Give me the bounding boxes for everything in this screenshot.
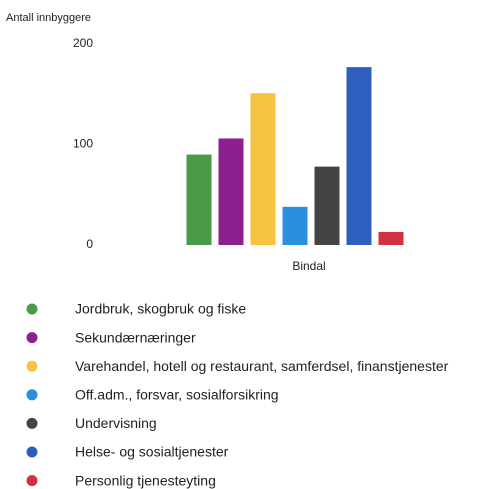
y-tick-label: 200 xyxy=(73,36,93,50)
legend-label: Sekundærnæringer xyxy=(75,329,196,345)
legend-label: Jordbruk, skogbruk og fiske xyxy=(75,301,246,317)
legend-label: Personlig tjenesteyting xyxy=(75,472,216,488)
legend-marker xyxy=(26,360,38,372)
legend-marker xyxy=(26,475,38,487)
legend-marker xyxy=(26,389,38,401)
x-tick-label: Bindal xyxy=(292,259,325,273)
bar xyxy=(282,206,308,245)
legend-marker xyxy=(26,332,38,344)
legend-marker xyxy=(26,446,38,458)
bar xyxy=(186,154,212,245)
legend-marker xyxy=(26,417,38,429)
y-axis-label: Antall innbyggere xyxy=(6,12,91,24)
bar xyxy=(346,67,372,246)
bar xyxy=(250,93,276,246)
bar xyxy=(378,231,404,245)
y-tick-label: 0 xyxy=(86,237,93,251)
legend-label: Helse- og sosialtjenester xyxy=(75,444,229,460)
bar xyxy=(314,166,340,245)
y-tick-label: 100 xyxy=(73,137,93,151)
legend-label: Off.adm., forsvar, sosialforsikring xyxy=(75,387,279,403)
legend-label: Undervisning xyxy=(75,415,157,431)
legend-label: Varehandel, hotell og restaurant, samfer… xyxy=(75,358,449,374)
bar xyxy=(218,138,244,245)
legend-marker xyxy=(26,303,38,315)
